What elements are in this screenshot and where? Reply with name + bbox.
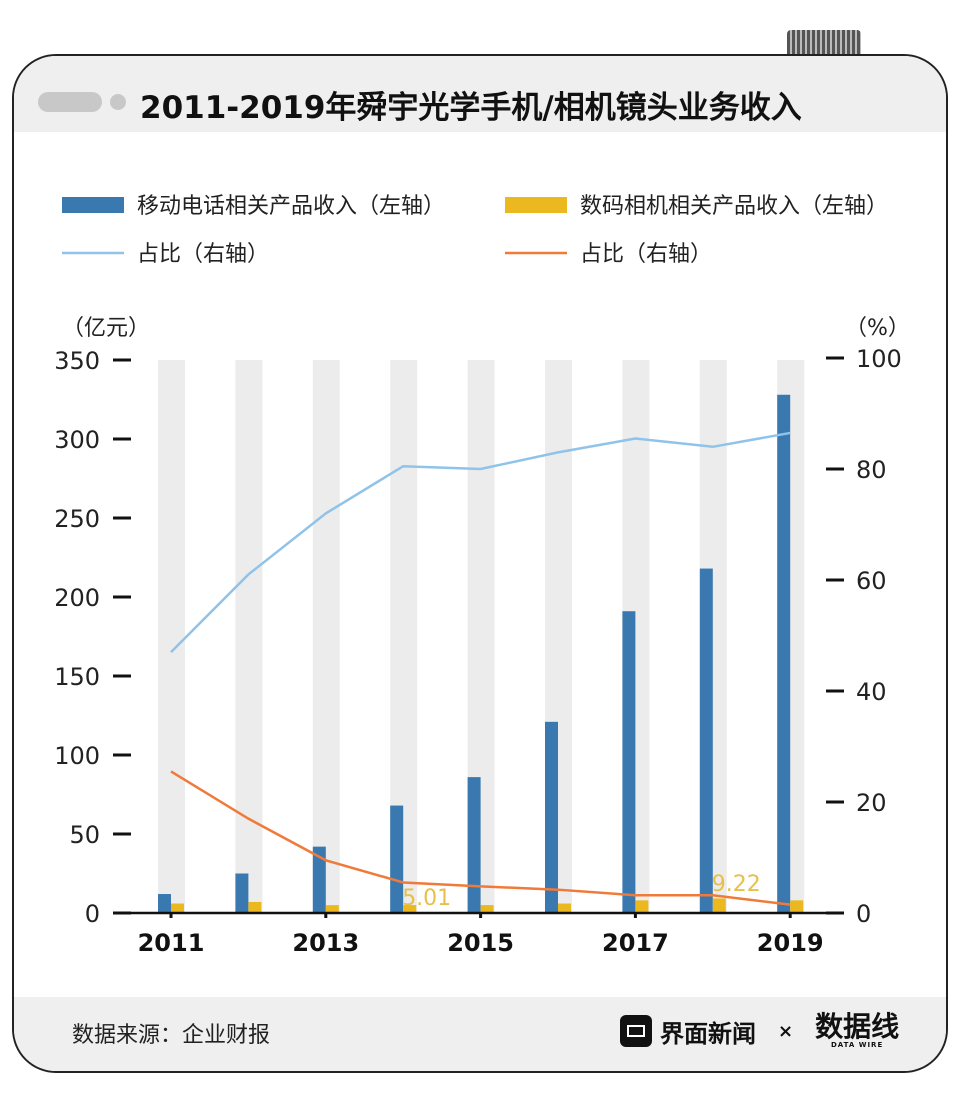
x-tick-label: 2017 (602, 929, 669, 957)
datawire-logo: 数据线 DATA WIRE (815, 1010, 900, 1050)
bar-camera-2018 (712, 898, 726, 913)
right-tick-label: 40 (856, 678, 887, 706)
x-tick-label: 2019 (757, 929, 824, 957)
bar-mobile-2013 (312, 846, 326, 913)
legend-label-3: 占比（右轴） (580, 242, 712, 267)
left-tick-label: 300 (54, 426, 100, 454)
bg-column (235, 360, 263, 913)
bar-mobile-2018 (699, 568, 713, 913)
footer: 数据来源：企业财报 界面新闻 × 数据线 DATA WIRE (14, 997, 946, 1071)
title-bar: 2011-2019年舜宇光学手机/相机镜头业务收入 (14, 56, 946, 132)
jiemian-logo-icon (620, 1015, 652, 1047)
partner-name: 数据线 (815, 1010, 900, 1043)
bar-camera-2016 (558, 903, 571, 913)
bar-mobile-2016 (545, 721, 558, 913)
right-tick-label: 0 (856, 900, 871, 928)
legend-swatch-0 (62, 197, 124, 213)
right-tick-label: 20 (856, 789, 887, 817)
decor-dot (110, 94, 126, 110)
bar-mobile-2017 (622, 611, 636, 913)
bar-camera-2014 (403, 905, 417, 913)
right-tick-label: 80 (856, 456, 887, 484)
left-axis-label: （亿元） (62, 316, 150, 341)
left-tick-label: 150 (54, 663, 100, 691)
bar-mobile-2012 (235, 873, 249, 913)
legend-label-0: 移动电话相关产品收入（左轴） (137, 194, 445, 219)
bar-camera-2013 (325, 905, 339, 913)
bar-mobile-2019 (777, 394, 791, 913)
bar-camera-2011 (171, 903, 184, 913)
left-tick-label: 0 (85, 900, 100, 928)
bar-camera-2012 (248, 901, 262, 913)
bg-column (158, 360, 185, 913)
partner-sub: DATA WIRE (830, 1041, 884, 1049)
decor-pill (38, 92, 102, 112)
bar-mobile-2014 (390, 805, 404, 913)
times-sign: × (778, 1020, 794, 1042)
legend-label-1: 数码相机相关产品收入（左轴） (580, 194, 888, 219)
left-tick-label: 100 (54, 742, 100, 770)
bar-camera-2017 (635, 900, 649, 913)
x-tick-label: 2013 (292, 929, 359, 957)
bar-mobile-2015 (467, 777, 481, 913)
left-tick-label: 350 (54, 347, 100, 375)
left-tick-label: 50 (69, 821, 100, 849)
bg-column (312, 360, 340, 913)
data-label-2014: 5.01 (402, 886, 451, 911)
bar-camera-2019 (790, 900, 804, 913)
clip-decoration (787, 30, 861, 56)
legend-swatch-1 (505, 197, 567, 213)
line-series-1 (170, 770, 791, 906)
bar-camera-2015 (480, 905, 494, 913)
bar-mobile-2011 (158, 894, 171, 913)
left-tick-label: 250 (54, 505, 100, 533)
left-tick-label: 200 (54, 584, 100, 612)
x-tick-label: 2011 (138, 929, 205, 957)
chart-title: 2011-2019年舜宇光学手机/相机镜头业务收入 (140, 90, 802, 126)
x-tick-label: 2015 (447, 929, 514, 957)
brand-name: 界面新闻 (660, 1019, 756, 1048)
right-axis-label: （%） (845, 316, 910, 341)
legend-label-2: 占比（右轴） (137, 242, 269, 267)
right-tick-label: 60 (856, 567, 887, 595)
right-tick-label: 100 (856, 345, 902, 373)
line-series-0 (170, 431, 791, 654)
data-label-2018: 9.22 (712, 872, 761, 897)
source-text: 数据来源：企业财报 (72, 1023, 271, 1048)
brand-logos: 界面新闻 × 数据线 DATA WIRE (620, 1013, 899, 1049)
